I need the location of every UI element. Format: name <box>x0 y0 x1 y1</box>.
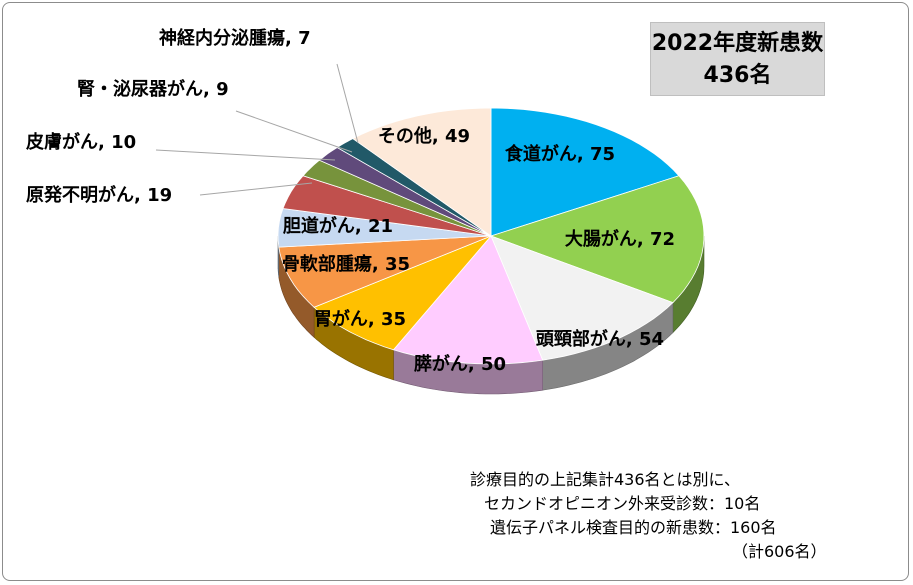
pie-slice-3 <box>392 235 544 365</box>
pie-slice-1 <box>489 175 705 304</box>
leader-line <box>235 110 353 153</box>
slice-label: 膵がん, 50 <box>413 353 506 375</box>
pie-slice-11 <box>352 107 492 237</box>
pie-slice-2 <box>490 235 674 361</box>
total-box-count: 436名 <box>703 63 772 88</box>
pie-slice-6 <box>277 208 492 248</box>
leader-line <box>155 149 336 161</box>
slice-label: 大腸がん, 72 <box>565 228 675 250</box>
total-patients-box: 2022年度新患数 436名 <box>650 22 825 96</box>
slice-label: 胆道がん, 21 <box>282 215 393 237</box>
pie-slice-8 <box>302 159 492 237</box>
slice-label: 皮膚がん, 10 <box>26 131 136 153</box>
slice-label: 原発不明がん, 19 <box>26 184 172 206</box>
pie-slice-0 <box>490 107 680 237</box>
leader-line <box>336 63 359 144</box>
footnote-line: セカンドオピニオン外来受診数：10名 <box>484 494 761 513</box>
slice-label: 骨軟部腫瘍, 35 <box>282 253 410 275</box>
footnote-line: 遺伝子パネル検査目的の新患数：160名 <box>490 518 777 537</box>
pie-slice-5 <box>278 235 492 308</box>
total-box-title: 2022年度新患数 <box>651 31 824 56</box>
footnote: 診療目的の上記集計436名とは別に、 セカンドオピニオン外来受診数：10名 遺伝… <box>470 468 827 564</box>
slice-label: 食道がん, 75 <box>504 143 615 165</box>
footnote-line: 診療目的の上記集計436名とは別に、 <box>470 470 741 489</box>
slice-label: その他, 49 <box>378 125 470 147</box>
leader-line <box>199 182 313 196</box>
slice-label: 頭頸部がん, 54 <box>536 328 664 350</box>
pie-slice-7 <box>282 175 492 237</box>
slice-label: 神経内分泌腫瘍, 7 <box>159 27 311 49</box>
footnote-line: （計606名） <box>732 542 827 561</box>
slice-label: 腎・泌尿器がん, 9 <box>77 78 229 100</box>
pie-slice-4 <box>313 235 492 351</box>
slice-label: 胃がん, 35 <box>314 308 406 330</box>
